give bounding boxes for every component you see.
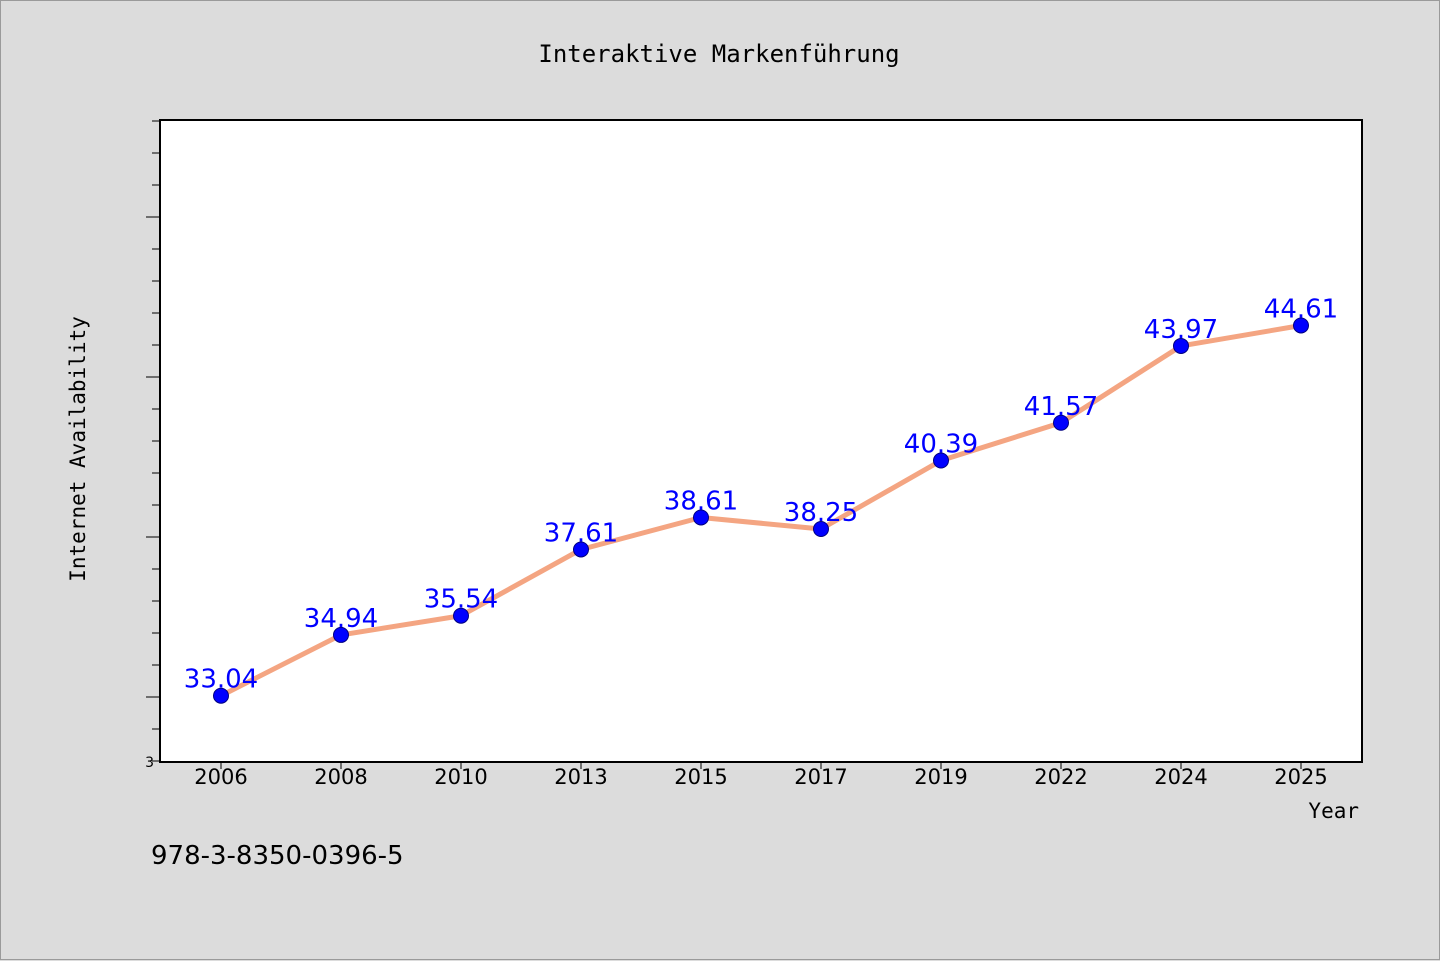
isbn-text: 978-3-8350-0396-5 — [151, 841, 404, 871]
data-point — [693, 509, 709, 526]
data-point — [1053, 414, 1069, 431]
data-label: 33.04 — [184, 665, 258, 695]
series-line — [218, 322, 1304, 699]
x-tick-label: 2024 — [1154, 765, 1207, 789]
series-line-group — [218, 322, 1304, 699]
chart-title: Interaktive Markenführung — [538, 40, 899, 68]
x-tick-label: 2017 — [794, 765, 847, 789]
data-label: 44.61 — [1264, 294, 1338, 324]
x-tick-label: 2025 — [1274, 765, 1327, 789]
data-labels: 33.04 34.94 35.54 37.61 38.61 38.25 40.39 41.57… — [184, 294, 1338, 694]
data-label: 37.61 — [544, 518, 618, 548]
x-tick-label: 2010 — [434, 765, 487, 789]
data-point — [453, 607, 469, 624]
data-point — [1173, 337, 1189, 354]
x-tick-label: 2013 — [554, 765, 607, 789]
x-tick-label: 2006 — [194, 765, 247, 789]
data-point — [933, 452, 949, 469]
data-point — [1293, 317, 1309, 334]
data-point — [573, 541, 589, 558]
x-tick-label: 2015 — [674, 765, 727, 789]
data-points — [213, 317, 1309, 704]
data-point — [213, 687, 229, 704]
data-label: 43.97 — [1144, 315, 1218, 345]
data-point — [813, 521, 829, 537]
data-point — [333, 626, 349, 643]
data-label: 41.57 — [1024, 392, 1098, 422]
x-tick-label: 2008 — [314, 765, 367, 789]
x-axis-ticks: 2006 2008 2010 2013 2015 2017 2019 2022 2024 2025 — [194, 762, 1328, 789]
x-tick-label: 2019 — [914, 765, 967, 789]
data-label: 40.39 — [904, 430, 978, 460]
x-tick-label: 2022 — [1034, 765, 1087, 789]
data-label: 38.61 — [664, 486, 738, 516]
data-label: 38.25 — [784, 498, 858, 528]
y-axis-ticks — [146, 120, 160, 762]
data-label: 35.54 — [424, 585, 498, 615]
plot-area — [159, 119, 1363, 763]
y-tick-label: 3 — [145, 755, 154, 771]
y-axis-label: Internet Availability — [66, 316, 90, 582]
x-axis-label: Year — [1308, 799, 1359, 823]
data-label: 34.94 — [304, 604, 378, 634]
